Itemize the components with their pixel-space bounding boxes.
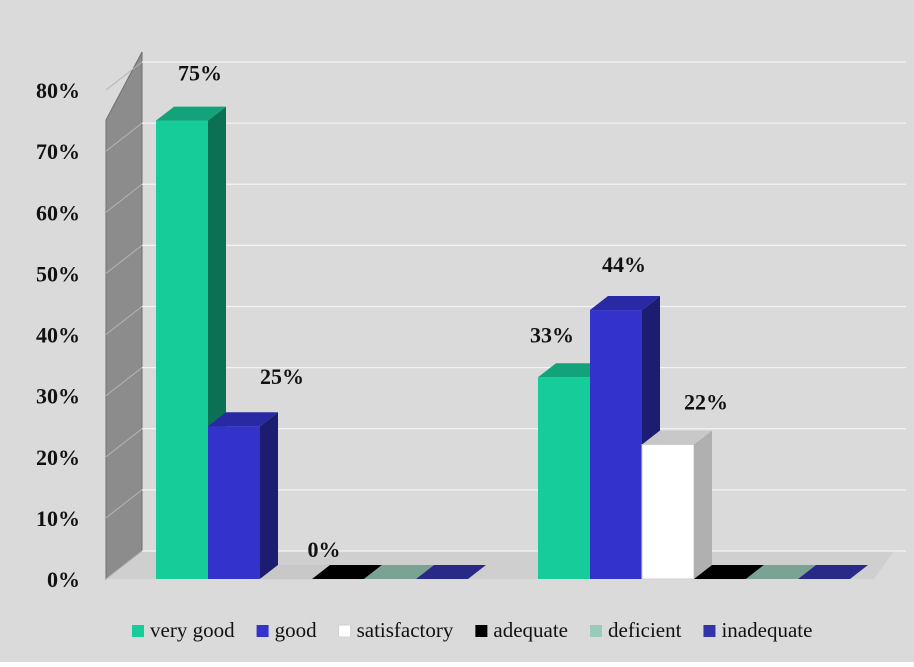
y-tick-label: 30% bbox=[36, 384, 80, 409]
y-tick-label: 60% bbox=[36, 200, 80, 225]
y-axis-tick-labels: 0% 10% 20% 30% 40% 50% 60% 70% 80% bbox=[36, 78, 80, 592]
data-label: 22% bbox=[684, 390, 728, 415]
y-tick-label: 0% bbox=[47, 567, 80, 592]
data-label: 25% bbox=[260, 364, 304, 389]
legend-label: inadequate bbox=[721, 618, 812, 642]
bar-front bbox=[642, 445, 694, 579]
data-label: 44% bbox=[602, 252, 646, 277]
legend-item: satisfactory bbox=[339, 618, 454, 642]
legend-swatch bbox=[703, 625, 715, 637]
bar bbox=[208, 412, 278, 579]
y-tick-label: 50% bbox=[36, 261, 80, 286]
legend-label: satisfactory bbox=[357, 618, 454, 642]
y-tick-label: 20% bbox=[36, 445, 80, 470]
bar-side bbox=[694, 431, 712, 579]
legend-label: adequate bbox=[493, 618, 568, 642]
legend-swatch bbox=[257, 625, 269, 637]
bar-side bbox=[260, 412, 278, 579]
y-tick-label: 40% bbox=[36, 323, 80, 348]
y-tick-label: 80% bbox=[36, 78, 80, 103]
legend-swatch bbox=[339, 625, 351, 637]
bar-front bbox=[538, 377, 590, 579]
legend-label: very good bbox=[150, 618, 235, 642]
y-tick-label: 10% bbox=[36, 506, 80, 531]
bar bbox=[642, 431, 712, 579]
legend-swatch bbox=[132, 625, 144, 637]
legend-swatch bbox=[590, 625, 602, 637]
data-label: 75% bbox=[178, 61, 222, 86]
bar-front bbox=[590, 310, 642, 579]
data-label: 33% bbox=[530, 322, 574, 347]
legend-label: deficient bbox=[608, 618, 682, 642]
y-tick-label: 70% bbox=[36, 139, 80, 164]
bar-front bbox=[156, 121, 208, 579]
legend-swatch bbox=[475, 625, 487, 637]
bar-front bbox=[208, 426, 260, 579]
left-wall bbox=[106, 52, 142, 579]
legend-label: good bbox=[275, 618, 318, 642]
data-label: 0% bbox=[308, 537, 341, 562]
